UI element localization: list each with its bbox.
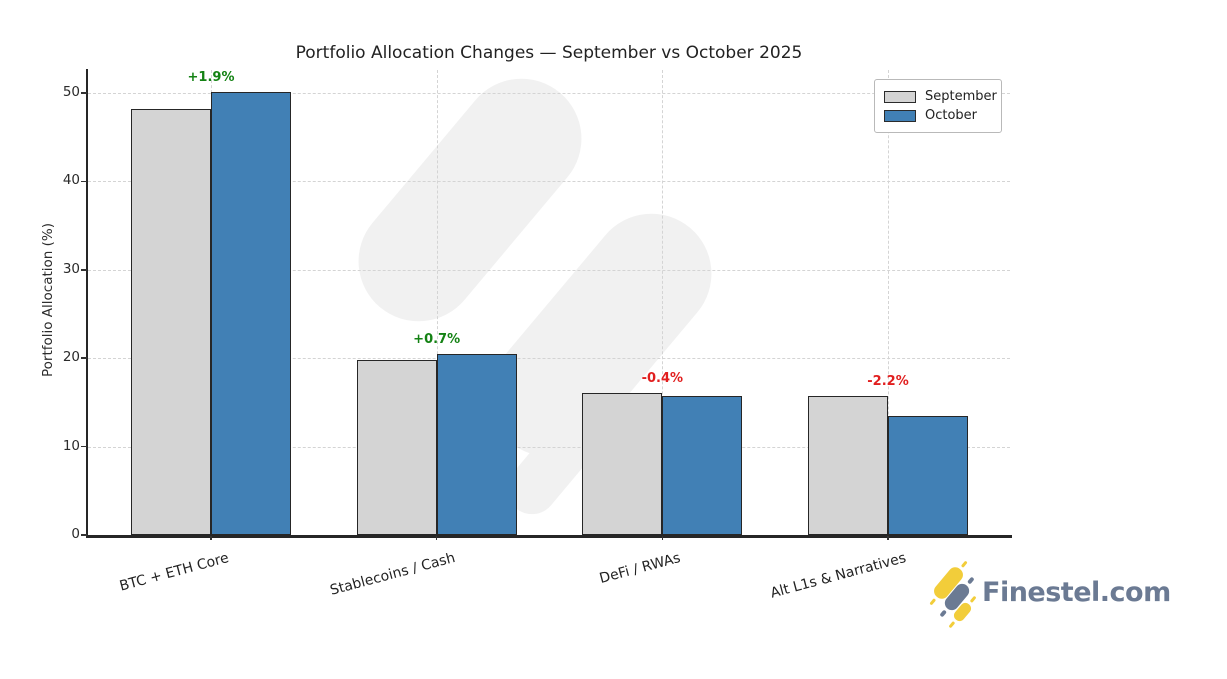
v-gridline <box>662 70 664 535</box>
x-axis-spine <box>86 535 1012 538</box>
legend: September October <box>874 79 1002 133</box>
bar-september <box>582 392 663 535</box>
bar-september <box>131 108 211 535</box>
y-axis-label: Portfolio Allocation (%) <box>40 222 56 378</box>
x-tick-label: BTC + ETH Core <box>118 550 232 595</box>
bar-october <box>888 415 968 535</box>
x-tick-mark <box>661 536 664 540</box>
bar-october <box>662 396 743 535</box>
x-tick-mark <box>887 536 889 540</box>
brand-logo-text: Finestel.com <box>982 577 1171 608</box>
v-gridline <box>436 70 438 535</box>
x-tick-label: Alt L1s & Narratives <box>769 550 909 602</box>
h-gridline <box>88 446 1010 448</box>
y-tick-mark <box>81 92 87 94</box>
change-label: -2.2% <box>867 374 909 390</box>
y-tick-label: 20 <box>62 349 80 366</box>
x-tick-mark <box>435 536 438 540</box>
y-tick-label: 50 <box>62 84 80 100</box>
y-tick-label: 10 <box>62 437 80 454</box>
v-gridline <box>888 70 889 535</box>
bar-september <box>808 396 888 535</box>
x-tick-mark <box>210 536 212 540</box>
chart-title: Portfolio Allocation Changes — September… <box>295 43 803 63</box>
y-tick-mark <box>81 445 87 448</box>
legend-swatch-october <box>884 109 916 122</box>
h-gridline <box>88 358 1010 360</box>
change-label: +1.9% <box>187 70 235 86</box>
change-label: +0.7% <box>413 331 461 347</box>
x-tick-label: Stablecoins / Cash <box>328 550 457 599</box>
legend-swatch-september <box>884 90 916 103</box>
legend-item: October <box>884 107 993 124</box>
legend-items: September October <box>884 88 997 124</box>
h-gridline <box>88 181 1010 183</box>
bar-october <box>436 353 517 535</box>
legend-label: October <box>925 108 978 123</box>
legend-label: September <box>925 89 997 104</box>
x-tick-label: DeFi / RWAs <box>598 550 683 587</box>
bar-october <box>211 92 291 535</box>
y-tick-mark <box>81 534 87 536</box>
y-tick-label: 0 <box>71 526 80 542</box>
bar-september <box>356 359 437 535</box>
y-tick-mark <box>81 357 87 359</box>
y-tick-mark <box>81 269 87 271</box>
h-gridline <box>88 93 1010 94</box>
candlestick-logo-icon <box>930 563 978 624</box>
change-label: -0.4% <box>641 370 684 386</box>
y-tick-mark <box>81 180 87 183</box>
y-tick-label: 40 <box>62 172 80 189</box>
brand-logo: Finestel.com <box>930 563 1200 625</box>
legend-item: September <box>884 88 997 105</box>
y-tick-label: 30 <box>62 260 80 277</box>
y-axis-spine <box>86 69 88 537</box>
h-gridline <box>88 269 1010 271</box>
